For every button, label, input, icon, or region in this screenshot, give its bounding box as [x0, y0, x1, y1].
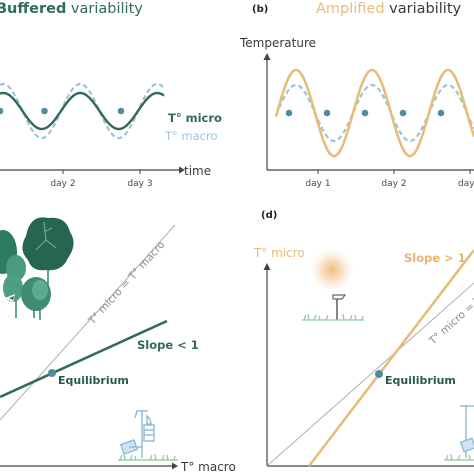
sun-icon — [310, 248, 354, 292]
panel-c-slope-label: Slope < 1 — [137, 338, 199, 352]
panel-b-title-bold: Amplified — [316, 1, 385, 17]
panel-c-slope-line — [0, 319, 168, 399]
panel-a-title-rest: variability — [66, 1, 143, 17]
panel-a-crossing-dot-2 — [41, 107, 48, 115]
panel-a-title-bold: Buffered — [0, 1, 66, 17]
panel-b-y-axis-label: Temperature — [239, 36, 316, 50]
panel-d: (d) T° micro T° micro = T° macro Slope >… — [253, 210, 474, 467]
panel-a-x-axis-arrow — [179, 166, 185, 174]
panel-a-x-axis-label: time — [184, 164, 211, 178]
thermometer-signpost-icon — [332, 294, 346, 320]
panel-c-identity-line — [0, 224, 176, 421]
panel-a-title: Buffered variability — [0, 1, 143, 17]
panel-a-crossing-dot-1 — [0, 107, 4, 115]
panel-d-slope-label: Slope > 1 — [404, 251, 466, 265]
grass-icon — [302, 313, 364, 321]
panel-b-y-axis-arrow — [263, 53, 271, 60]
deciduous-trees-icon — [0, 217, 74, 320]
panel-b-crossing-dot-1 — [285, 109, 293, 117]
grass-icon — [118, 453, 178, 461]
panel-a-tick-label-2: day 3 — [127, 179, 152, 189]
panel-a-tick-label-1: day 2 — [50, 179, 75, 189]
panel-d-slope-line — [307, 249, 474, 467]
weather-station-icon — [119, 410, 155, 458]
panel-d-identity-label: T° micro = T° macro — [426, 266, 474, 348]
panel-d-y-axis-arrow — [263, 263, 271, 270]
panel-b-tick-label-2: day 2 — [381, 179, 406, 189]
panel-b: (b) Amplified variability Temperature da… — [239, 1, 474, 189]
panel-b-crossing-dot-2 — [323, 109, 331, 117]
panel-a-micro-curve — [0, 91, 165, 131]
panel-b-macro-curve — [274, 83, 474, 143]
panel-b-label: (b) — [252, 4, 268, 15]
panel-c-equilibrium-dot — [48, 369, 56, 377]
panel-d-y-axis-label: T° micro — [253, 246, 305, 260]
panel-c-identity-label: T° micro = T° macro — [86, 239, 168, 328]
panel-a: Buffered variability day 2 day 3 time T°… — [0, 1, 222, 189]
panel-b-crossing-dot-5 — [437, 109, 445, 117]
panel-b-tick-label-3: day 3 — [458, 179, 474, 189]
panel-b-micro-curve — [274, 68, 474, 158]
panel-d-identity-line — [266, 282, 474, 467]
panel-c-x-axis-arrow — [172, 462, 178, 470]
panel-c-x-axis-label: T° macro — [180, 460, 236, 474]
panel-c-equilibrium-label: Equilibrium — [58, 374, 129, 387]
panel-b-crossing-dot-4 — [399, 109, 407, 117]
grass-icon — [444, 453, 474, 461]
panel-c: T° micro = T° macro Slope < 1 Equilibriu… — [0, 217, 236, 474]
panel-b-crossing-dot-3 — [361, 109, 369, 117]
panel-d-equilibrium-label: Equilibrium — [385, 374, 456, 387]
panel-d-label: (d) — [261, 210, 277, 221]
panel-b-title: Amplified variability — [316, 1, 462, 17]
panel-b-tick-label-1: day 1 — [305, 179, 330, 189]
panel-a-legend-micro: T° micro — [168, 111, 222, 125]
panel-b-title-rest: variability — [385, 1, 462, 17]
panel-a-intersection-points — [0, 107, 125, 115]
weather-station-icon — [459, 405, 474, 458]
panel-d-equilibrium-dot — [375, 370, 383, 378]
panel-a-legend-macro: T° macro — [164, 129, 218, 143]
panel-a-crossing-dot-3 — [117, 107, 125, 115]
panel-b-intersection-points — [285, 109, 445, 117]
